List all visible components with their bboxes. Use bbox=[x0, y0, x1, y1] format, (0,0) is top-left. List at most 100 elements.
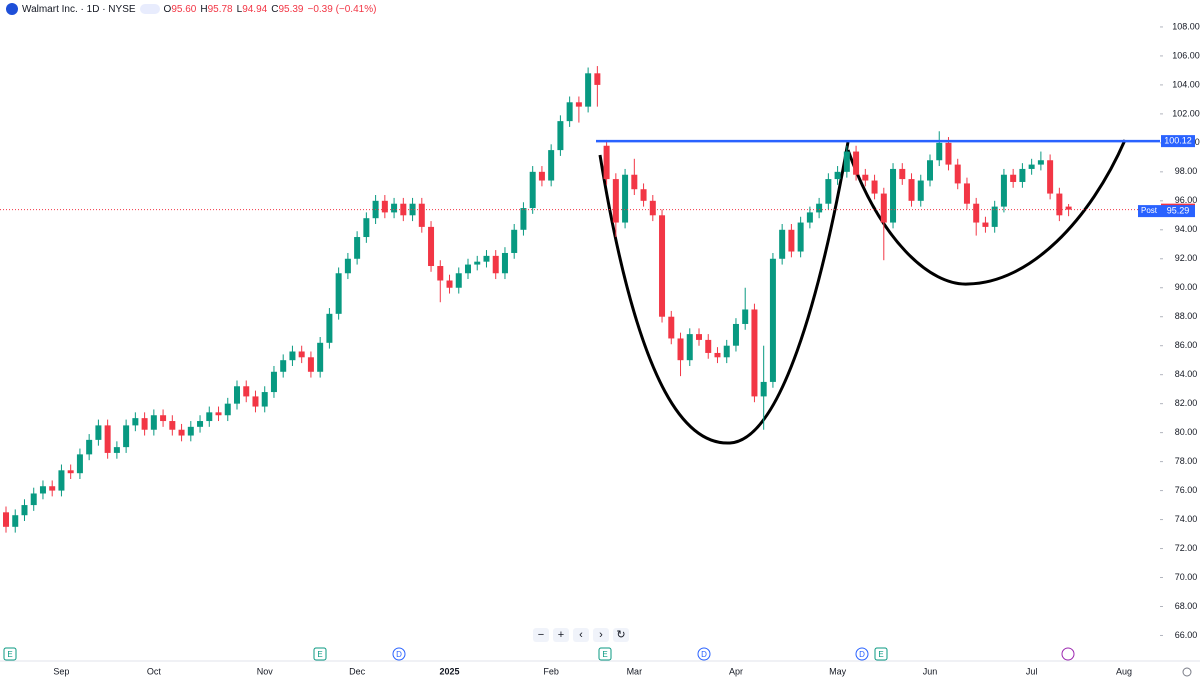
candle-body bbox=[585, 73, 592, 107]
candle-body bbox=[86, 439, 93, 455]
ohlc-value: 95.78 bbox=[207, 3, 233, 15]
candle-body bbox=[927, 160, 933, 181]
price-label-box bbox=[1161, 203, 1195, 216]
candle-body bbox=[317, 342, 324, 372]
ohlc-value: 94.94 bbox=[242, 3, 268, 15]
status-badge bbox=[139, 4, 160, 14]
x-tick-label: Dec bbox=[349, 666, 366, 676]
zoom-toolbar: − + ‹ › ↻ bbox=[533, 628, 629, 642]
candle-body bbox=[714, 352, 721, 358]
dividend-label: D bbox=[859, 650, 865, 659]
y-tick-label: 74.00 bbox=[1175, 514, 1198, 524]
candle-body bbox=[871, 180, 878, 194]
zoom-in-button[interactable]: + bbox=[553, 628, 569, 642]
candle-body bbox=[751, 309, 758, 397]
y-tick-label: 82.00 bbox=[1175, 398, 1198, 408]
candle-body bbox=[270, 371, 277, 393]
dividend-marker[interactable] bbox=[697, 647, 711, 661]
candle-body bbox=[659, 215, 666, 317]
dividend-label: D bbox=[701, 650, 707, 659]
candle-body bbox=[779, 229, 786, 259]
candle-body bbox=[594, 73, 601, 85]
candle-body bbox=[557, 121, 564, 151]
y-tick-label: 104.00 bbox=[1172, 79, 1200, 89]
x-tick-label: Mar bbox=[627, 666, 643, 676]
candle-body bbox=[58, 470, 65, 491]
candle-body bbox=[49, 486, 56, 491]
candle-body bbox=[834, 171, 841, 180]
earnings-marker[interactable] bbox=[874, 647, 888, 661]
y-tick-label: 96.00 bbox=[1175, 195, 1198, 205]
candle-body bbox=[880, 193, 887, 223]
candle-body bbox=[428, 226, 435, 267]
candle-body bbox=[437, 266, 444, 281]
candle-body bbox=[160, 415, 167, 422]
candle-body bbox=[141, 418, 148, 430]
candle-body bbox=[12, 515, 19, 527]
candle-body bbox=[409, 203, 416, 216]
candle-body bbox=[104, 425, 111, 453]
candle-body bbox=[945, 142, 952, 165]
candle-body bbox=[705, 339, 712, 353]
candle-body bbox=[474, 261, 481, 265]
candle-body bbox=[566, 102, 573, 122]
cup-curve[interactable] bbox=[598, 141, 850, 445]
y-tick-label: 88.00 bbox=[1175, 311, 1198, 321]
scroll-left-button[interactable]: ‹ bbox=[573, 628, 589, 642]
x-tick-label: Aug bbox=[1116, 666, 1132, 676]
y-tick-label: 94.00 bbox=[1175, 224, 1198, 234]
earnings-marker[interactable] bbox=[313, 647, 327, 661]
y-tick-label: 90.00 bbox=[1175, 282, 1198, 292]
price-label-box bbox=[1161, 135, 1195, 148]
x-tick-label: Apr bbox=[729, 666, 743, 676]
candle-body bbox=[862, 174, 869, 181]
candle-body bbox=[400, 203, 407, 216]
candle-body bbox=[67, 470, 74, 474]
candle-body bbox=[3, 512, 9, 527]
candle-body bbox=[298, 351, 305, 358]
flash-marker[interactable] bbox=[1061, 647, 1075, 661]
candle-body bbox=[492, 255, 499, 274]
candle-body bbox=[603, 145, 610, 180]
earnings-marker[interactable] bbox=[3, 647, 17, 661]
change: −0.39 (−0.41%) bbox=[307, 3, 377, 15]
dividend-marker[interactable] bbox=[392, 647, 406, 661]
candle-body bbox=[696, 334, 702, 340]
reset-button[interactable]: ↻ bbox=[613, 628, 629, 642]
symbol[interactable]: Walmart Inc. · 1D · NYSE bbox=[22, 3, 136, 15]
y-tick-label: 106.00 bbox=[1172, 50, 1200, 60]
zoom-out-button[interactable]: − bbox=[533, 628, 549, 642]
x-tick-label: Feb bbox=[543, 666, 559, 676]
handle-curve[interactable] bbox=[846, 139, 1127, 286]
y-tick-label: 80.00 bbox=[1175, 427, 1198, 437]
y-tick-label: 108.00 bbox=[1172, 21, 1200, 31]
candle-body bbox=[825, 179, 832, 204]
earnings-label: E bbox=[317, 650, 322, 659]
event-markers: E E D E D D E bbox=[3, 647, 1192, 677]
y-tick-label: 84.00 bbox=[1175, 369, 1198, 379]
candle-body bbox=[1000, 174, 1007, 207]
candle-body bbox=[908, 179, 915, 201]
candle-body bbox=[622, 174, 629, 223]
y-tick-label: 86.00 bbox=[1175, 340, 1198, 350]
price-label: 100.12 bbox=[1164, 135, 1192, 145]
candle-body bbox=[206, 412, 213, 422]
settings-icon[interactable] bbox=[1182, 667, 1192, 677]
dividend-marker[interactable] bbox=[855, 647, 869, 661]
x-tick-label: Nov bbox=[257, 666, 274, 676]
y-tick-label: 102.00 bbox=[1172, 108, 1200, 118]
candle-body bbox=[243, 386, 250, 397]
candle-body bbox=[538, 171, 545, 181]
candle-body bbox=[30, 493, 37, 506]
candle-body bbox=[575, 102, 582, 107]
candle-body bbox=[649, 200, 656, 216]
candle-body bbox=[1056, 193, 1063, 216]
earnings-marker[interactable] bbox=[598, 647, 612, 661]
candle-body bbox=[483, 255, 490, 262]
candle-body bbox=[39, 486, 46, 494]
candle-body bbox=[769, 258, 776, 382]
scroll-right-button[interactable]: › bbox=[593, 628, 609, 642]
ohlc-value: 95.60 bbox=[171, 3, 197, 15]
candle-body bbox=[686, 334, 693, 361]
candle-body bbox=[261, 392, 268, 407]
